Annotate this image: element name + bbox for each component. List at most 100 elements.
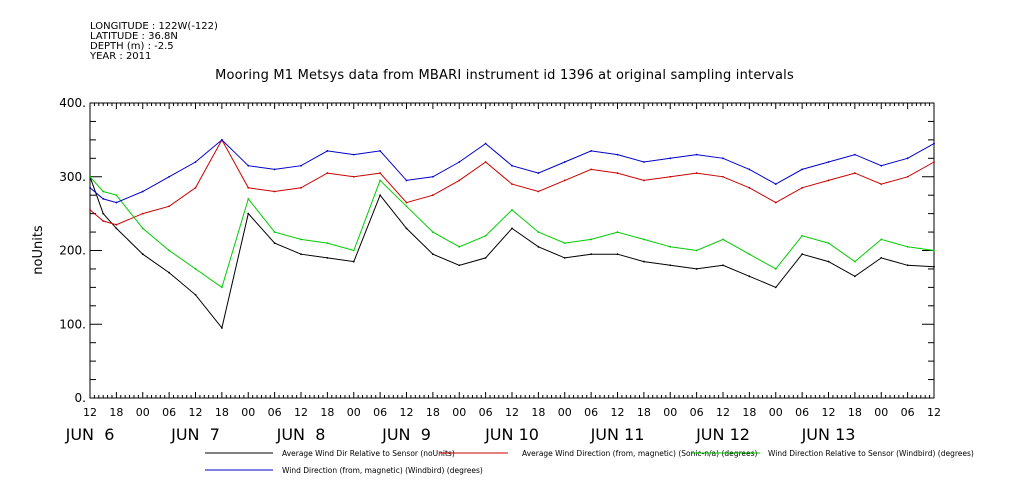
data-point bbox=[853, 275, 856, 278]
data-point bbox=[326, 242, 329, 245]
data-point bbox=[194, 268, 197, 270]
data-point bbox=[880, 238, 883, 241]
data-point bbox=[102, 220, 105, 222]
y-tick-label: 200. bbox=[59, 244, 86, 258]
data-point bbox=[247, 164, 250, 167]
x-tick-label: 00 bbox=[874, 406, 888, 419]
x-tick-label: 06 bbox=[795, 406, 809, 419]
x-tick-label: 00 bbox=[769, 406, 783, 419]
x-tick-label: 12 bbox=[83, 406, 97, 419]
y-tick-label: 300. bbox=[59, 170, 86, 184]
data-point bbox=[326, 256, 329, 259]
x-date-label: JUN 12 bbox=[695, 425, 750, 444]
latitude-label: LATITUDE : 36.8N bbox=[90, 31, 178, 42]
data-point bbox=[616, 172, 619, 174]
chart-title: Mooring M1 Metsys data from MBARI instru… bbox=[215, 68, 794, 83]
data-point bbox=[827, 242, 830, 245]
series-line-4 bbox=[89, 139, 935, 204]
data-point bbox=[102, 197, 105, 200]
x-tick-label: 00 bbox=[241, 406, 255, 419]
data-point bbox=[115, 201, 118, 204]
data-point bbox=[933, 249, 935, 252]
data-point bbox=[458, 179, 461, 182]
data-point bbox=[194, 186, 197, 189]
x-tick-label: 12 bbox=[716, 406, 730, 419]
data-point bbox=[722, 238, 724, 241]
x-tick-label: 18 bbox=[637, 406, 651, 419]
data-point bbox=[616, 253, 619, 256]
data-point bbox=[352, 260, 355, 263]
legend-label: Average Wind Dir Relative to Sensor (noU… bbox=[282, 449, 455, 458]
data-point bbox=[827, 260, 830, 263]
data-point bbox=[537, 245, 540, 248]
data-point bbox=[220, 138, 223, 141]
x-date-label: JUN 13 bbox=[801, 425, 856, 444]
data-point bbox=[273, 190, 276, 193]
data-point bbox=[853, 260, 856, 263]
x-tick-label: 12 bbox=[505, 406, 519, 419]
data-point bbox=[880, 183, 883, 186]
data-point bbox=[300, 238, 302, 241]
x-tick-label: 06 bbox=[584, 406, 598, 419]
x-tick-label: 18 bbox=[848, 406, 862, 419]
data-point bbox=[537, 231, 540, 233]
series-line-2 bbox=[89, 138, 935, 226]
data-point bbox=[484, 161, 487, 163]
data-point bbox=[511, 227, 513, 230]
y-axis-label: noUnits bbox=[31, 225, 46, 275]
data-point bbox=[405, 179, 408, 182]
data-point bbox=[352, 153, 355, 156]
data-point bbox=[774, 183, 777, 186]
data-point bbox=[722, 264, 724, 267]
x-tick-label: 00 bbox=[136, 406, 150, 419]
depth-label: DEPTH (m) : -2.5 bbox=[90, 41, 174, 52]
data-point bbox=[194, 161, 197, 163]
x-tick-label: 18 bbox=[531, 406, 545, 419]
data-point bbox=[563, 161, 566, 163]
data-point bbox=[801, 168, 804, 171]
data-point bbox=[352, 249, 355, 252]
series-line-1 bbox=[89, 176, 935, 330]
x-tick-label: 00 bbox=[452, 406, 466, 419]
data-point bbox=[141, 227, 144, 230]
data-point bbox=[102, 190, 105, 193]
data-point bbox=[853, 172, 856, 174]
data-point bbox=[827, 179, 830, 182]
data-point bbox=[933, 142, 935, 145]
x-tick-label: 12 bbox=[294, 406, 308, 419]
data-point bbox=[774, 268, 777, 270]
data-point bbox=[801, 234, 804, 237]
data-point bbox=[326, 172, 329, 174]
data-point bbox=[273, 242, 276, 245]
data-point bbox=[748, 168, 751, 171]
data-point bbox=[247, 197, 250, 200]
data-point bbox=[563, 256, 566, 259]
series-line-3 bbox=[89, 176, 935, 289]
data-point bbox=[669, 245, 672, 248]
x-tick-label: 18 bbox=[742, 406, 756, 419]
data-point bbox=[431, 175, 434, 178]
data-point bbox=[906, 157, 909, 160]
data-point bbox=[247, 186, 250, 189]
data-point bbox=[115, 223, 118, 226]
data-point bbox=[458, 161, 461, 163]
data-point bbox=[220, 327, 223, 329]
x-date-label: JUN 11 bbox=[590, 425, 645, 444]
data-point bbox=[431, 253, 434, 256]
data-point bbox=[379, 172, 382, 174]
data-point bbox=[695, 268, 698, 270]
data-point bbox=[300, 186, 302, 189]
data-point bbox=[590, 168, 593, 171]
data-point bbox=[669, 264, 672, 267]
x-tick-label: 06 bbox=[373, 406, 387, 419]
data-point bbox=[168, 271, 171, 274]
x-tick-label: 00 bbox=[558, 406, 572, 419]
data-point bbox=[141, 253, 144, 256]
data-point bbox=[273, 231, 276, 233]
x-date-label: JUN 8 bbox=[276, 425, 326, 444]
x-date-label: JUN 7 bbox=[170, 425, 220, 444]
data-point bbox=[801, 253, 804, 256]
data-point bbox=[194, 293, 197, 296]
data-point bbox=[141, 190, 144, 193]
